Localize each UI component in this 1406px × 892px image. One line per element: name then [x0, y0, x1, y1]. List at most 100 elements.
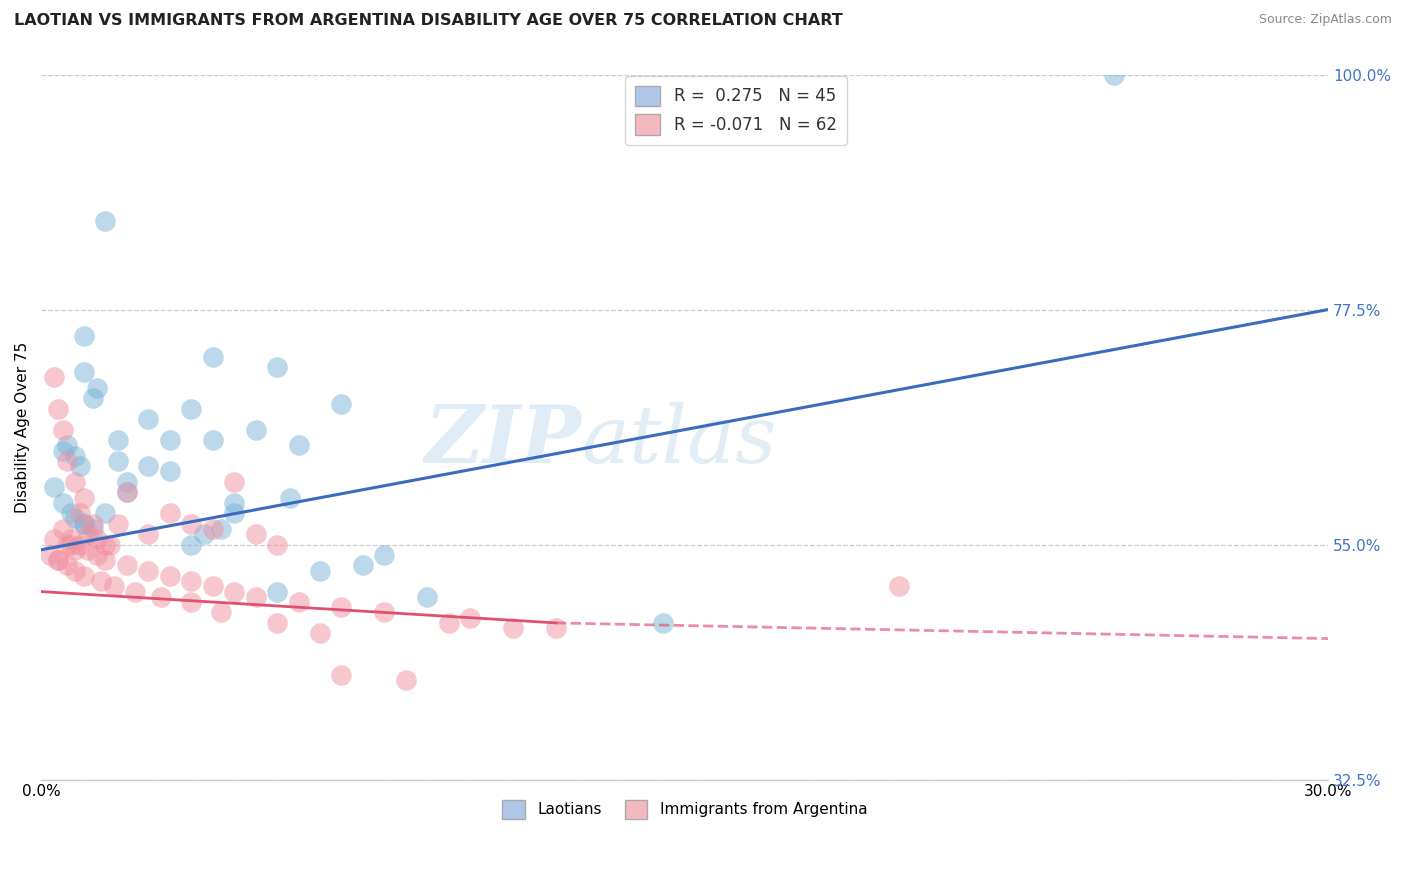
- Point: [330, 600, 353, 615]
- Point: [46, 401, 69, 416]
- Point: [180, 595, 202, 609]
- Point: [502, 621, 524, 635]
- Point: [416, 590, 439, 604]
- Point: [77, 542, 100, 557]
- Point: [107, 433, 129, 447]
- Point: [82, 392, 104, 406]
- Point: [82, 516, 104, 531]
- Point: [180, 538, 202, 552]
- Point: [266, 538, 288, 552]
- Point: [107, 454, 129, 468]
- Point: [103, 579, 125, 593]
- Point: [352, 558, 374, 573]
- Point: [51, 423, 73, 437]
- Y-axis label: Disability Age Over 75: Disability Age Over 75: [15, 342, 30, 513]
- Point: [652, 615, 675, 630]
- Point: [159, 506, 181, 520]
- Point: [77, 527, 100, 541]
- Point: [115, 558, 138, 573]
- Point: [287, 595, 309, 609]
- Point: [159, 569, 181, 583]
- Point: [51, 496, 73, 510]
- Point: [309, 564, 332, 578]
- Point: [107, 516, 129, 531]
- Point: [245, 527, 267, 541]
- Point: [224, 506, 246, 520]
- Point: [65, 542, 87, 557]
- Point: [94, 553, 117, 567]
- Point: [115, 485, 138, 500]
- Point: [51, 522, 73, 536]
- Point: [159, 465, 181, 479]
- Point: [1102, 68, 1125, 82]
- Point: [209, 522, 232, 536]
- Point: [458, 610, 481, 624]
- Point: [56, 558, 79, 573]
- Point: [73, 569, 96, 583]
- Point: [38, 548, 60, 562]
- Point: [138, 459, 160, 474]
- Point: [373, 548, 395, 562]
- Point: [60, 538, 83, 552]
- Point: [90, 574, 112, 588]
- Point: [73, 516, 96, 531]
- Point: [395, 673, 418, 688]
- Legend: Laotians, Immigrants from Argentina: Laotians, Immigrants from Argentina: [496, 794, 873, 825]
- Point: [73, 491, 96, 505]
- Point: [201, 433, 224, 447]
- Point: [544, 621, 567, 635]
- Point: [278, 491, 301, 505]
- Point: [180, 516, 202, 531]
- Point: [65, 449, 87, 463]
- Point: [56, 438, 79, 452]
- Point: [201, 350, 224, 364]
- Point: [437, 615, 460, 630]
- Point: [73, 328, 96, 343]
- Point: [887, 579, 910, 593]
- Point: [60, 533, 83, 547]
- Point: [42, 533, 65, 547]
- Point: [56, 454, 79, 468]
- Point: [56, 538, 79, 552]
- Point: [98, 538, 121, 552]
- Point: [65, 511, 87, 525]
- Point: [266, 584, 288, 599]
- Point: [115, 485, 138, 500]
- Point: [287, 438, 309, 452]
- Point: [42, 370, 65, 384]
- Point: [124, 584, 146, 599]
- Point: [60, 506, 83, 520]
- Point: [94, 506, 117, 520]
- Point: [86, 381, 108, 395]
- Point: [46, 553, 69, 567]
- Point: [201, 579, 224, 593]
- Point: [138, 412, 160, 426]
- Text: atlas: atlas: [582, 402, 778, 480]
- Point: [224, 584, 246, 599]
- Text: ZIP: ZIP: [425, 402, 582, 480]
- Text: LAOTIAN VS IMMIGRANTS FROM ARGENTINA DISABILITY AGE OVER 75 CORRELATION CHART: LAOTIAN VS IMMIGRANTS FROM ARGENTINA DIS…: [14, 13, 842, 29]
- Point: [86, 548, 108, 562]
- Point: [330, 396, 353, 410]
- Point: [94, 213, 117, 227]
- Point: [266, 615, 288, 630]
- Point: [86, 533, 108, 547]
- Point: [73, 365, 96, 379]
- Point: [115, 475, 138, 489]
- Point: [46, 553, 69, 567]
- Point: [224, 496, 246, 510]
- Point: [42, 480, 65, 494]
- Point: [82, 522, 104, 536]
- Point: [65, 475, 87, 489]
- Point: [266, 359, 288, 374]
- Text: Source: ZipAtlas.com: Source: ZipAtlas.com: [1258, 13, 1392, 27]
- Point: [51, 443, 73, 458]
- Point: [209, 606, 232, 620]
- Point: [73, 516, 96, 531]
- Point: [159, 433, 181, 447]
- Point: [69, 459, 91, 474]
- Point: [150, 590, 173, 604]
- Point: [69, 538, 91, 552]
- Point: [330, 668, 353, 682]
- Point: [94, 538, 117, 552]
